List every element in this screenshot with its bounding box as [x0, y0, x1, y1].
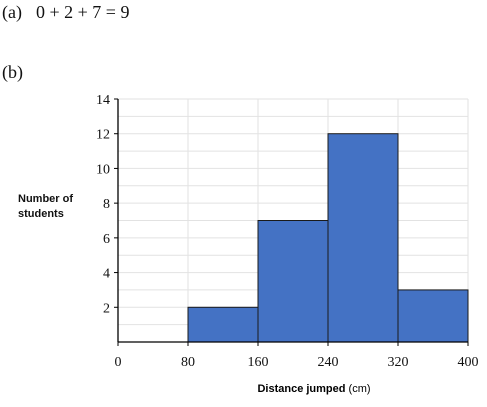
- part-a: (a) 0 + 2 + 7 = 9: [2, 2, 129, 23]
- x-tick-label: 0: [115, 355, 122, 370]
- histogram-bars: [187, 133, 469, 343]
- y-tick-label: 4: [103, 267, 110, 282]
- x-tick-label: 80: [181, 355, 195, 370]
- histogram-bar: [327, 133, 399, 343]
- histogram-bar: [257, 220, 329, 343]
- x-tick-label: 240: [318, 355, 339, 370]
- x-axis-label: Distance jumped (cm): [257, 383, 370, 395]
- y-tick-label: 14: [96, 93, 110, 108]
- y-tick-label: 8: [103, 197, 110, 212]
- part-b-label: (b): [2, 62, 23, 82]
- y-tick-label: 12: [96, 128, 110, 143]
- y-tick-label: 10: [96, 162, 110, 177]
- x-tick-label: 400: [458, 355, 479, 370]
- part-a-equation: 0 + 2 + 7 = 9: [36, 2, 130, 22]
- axes: [114, 98, 469, 346]
- x-tick-label: 320: [388, 355, 409, 370]
- y-tick-label: 2: [103, 301, 110, 316]
- histogram-bar: [397, 289, 469, 343]
- part-b: (b): [2, 62, 36, 83]
- y-axis-label: students: [18, 208, 64, 220]
- part-a-label: (a): [2, 2, 22, 22]
- axis-labels: Number of students Distance jumped (cm): [18, 193, 371, 395]
- tick-labels: 2 4 6 8 10 12 14 0 80 160 240 320 400: [96, 93, 479, 370]
- x-axis-label-text: Distance jumped: [257, 383, 348, 395]
- y-axis-label: Number of: [18, 193, 73, 205]
- histogram-bar: [187, 306, 259, 343]
- x-tick-label: 160: [248, 355, 269, 370]
- y-tick-label: 6: [103, 232, 110, 247]
- x-axis-label-unit: (cm): [349, 383, 371, 395]
